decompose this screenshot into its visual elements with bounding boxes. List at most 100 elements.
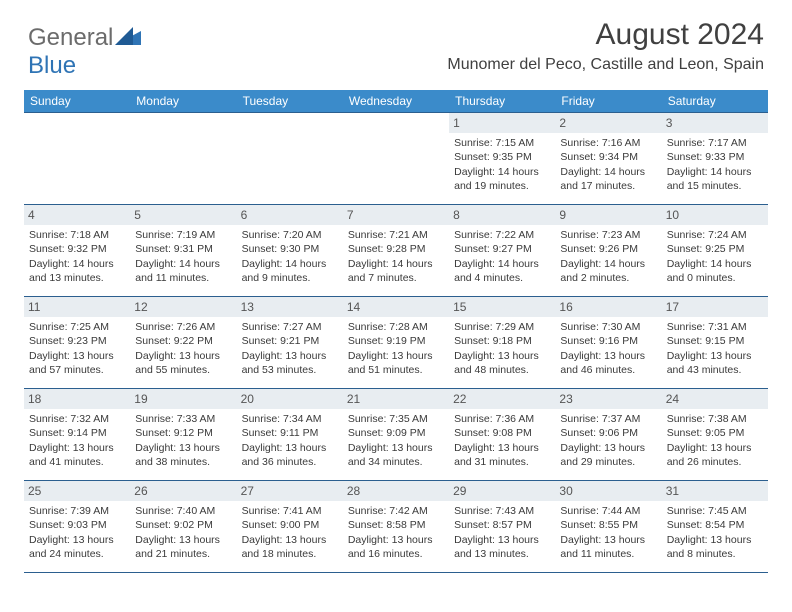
sunrise-text: Sunrise: 7:32 AM bbox=[29, 412, 125, 426]
daylight-text: and 34 minutes. bbox=[348, 455, 444, 469]
sunset-text: Sunset: 9:05 PM bbox=[667, 426, 763, 440]
calendar-cell: 23Sunrise: 7:37 AMSunset: 9:06 PMDayligh… bbox=[555, 389, 661, 481]
sunset-text: Sunset: 9:28 PM bbox=[348, 242, 444, 256]
daylight-text: and 4 minutes. bbox=[454, 271, 550, 285]
day-number: 16 bbox=[555, 297, 661, 317]
daylight-text: Daylight: 13 hours bbox=[454, 533, 550, 547]
calendar-cell: 16Sunrise: 7:30 AMSunset: 9:16 PMDayligh… bbox=[555, 297, 661, 389]
day-number: 28 bbox=[343, 481, 449, 501]
daylight-text: and 15 minutes. bbox=[667, 179, 763, 193]
calendar-cell-empty bbox=[237, 113, 343, 205]
calendar-cell: 22Sunrise: 7:36 AMSunset: 9:08 PMDayligh… bbox=[449, 389, 555, 481]
day-number: 12 bbox=[130, 297, 236, 317]
daylight-text: and 38 minutes. bbox=[135, 455, 231, 469]
calendar-cell: 17Sunrise: 7:31 AMSunset: 9:15 PMDayligh… bbox=[662, 297, 768, 389]
sunset-text: Sunset: 9:14 PM bbox=[29, 426, 125, 440]
calendar-cell: 2Sunrise: 7:16 AMSunset: 9:34 PMDaylight… bbox=[555, 113, 661, 205]
sunset-text: Sunset: 9:03 PM bbox=[29, 518, 125, 532]
calendar-cell: 18Sunrise: 7:32 AMSunset: 9:14 PMDayligh… bbox=[24, 389, 130, 481]
day-number: 24 bbox=[662, 389, 768, 409]
daylight-text: and 8 minutes. bbox=[667, 547, 763, 561]
sunset-text: Sunset: 9:33 PM bbox=[667, 150, 763, 164]
daylight-text: Daylight: 13 hours bbox=[242, 441, 338, 455]
sunrise-text: Sunrise: 7:27 AM bbox=[242, 320, 338, 334]
daylight-text: and 7 minutes. bbox=[348, 271, 444, 285]
daylight-text: and 11 minutes. bbox=[135, 271, 231, 285]
sunrise-text: Sunrise: 7:17 AM bbox=[667, 136, 763, 150]
daylight-text: and 36 minutes. bbox=[242, 455, 338, 469]
calendar-cell: 11Sunrise: 7:25 AMSunset: 9:23 PMDayligh… bbox=[24, 297, 130, 389]
day-number: 29 bbox=[449, 481, 555, 501]
daylight-text: and 13 minutes. bbox=[29, 271, 125, 285]
calendar-week-row: 11Sunrise: 7:25 AMSunset: 9:23 PMDayligh… bbox=[24, 297, 768, 389]
sunrise-text: Sunrise: 7:42 AM bbox=[348, 504, 444, 518]
sunset-text: Sunset: 9:06 PM bbox=[560, 426, 656, 440]
day-header: Monday bbox=[130, 90, 236, 113]
sunrise-text: Sunrise: 7:29 AM bbox=[454, 320, 550, 334]
daylight-text: Daylight: 14 hours bbox=[348, 257, 444, 271]
calendar-cell: 4Sunrise: 7:18 AMSunset: 9:32 PMDaylight… bbox=[24, 205, 130, 297]
day-header: Saturday bbox=[662, 90, 768, 113]
sunrise-text: Sunrise: 7:26 AM bbox=[135, 320, 231, 334]
daylight-text: Daylight: 14 hours bbox=[667, 165, 763, 179]
sunset-text: Sunset: 9:27 PM bbox=[454, 242, 550, 256]
daylight-text: and 13 minutes. bbox=[454, 547, 550, 561]
day-number: 2 bbox=[555, 113, 661, 133]
sunrise-text: Sunrise: 7:16 AM bbox=[560, 136, 656, 150]
daylight-text: Daylight: 13 hours bbox=[135, 349, 231, 363]
sunrise-text: Sunrise: 7:41 AM bbox=[242, 504, 338, 518]
sunrise-text: Sunrise: 7:45 AM bbox=[667, 504, 763, 518]
sunset-text: Sunset: 9:35 PM bbox=[454, 150, 550, 164]
day-number: 11 bbox=[24, 297, 130, 317]
logo: General bbox=[28, 24, 141, 52]
daylight-text: and 53 minutes. bbox=[242, 363, 338, 377]
sunrise-text: Sunrise: 7:15 AM bbox=[454, 136, 550, 150]
daylight-text: Daylight: 14 hours bbox=[560, 257, 656, 271]
sunset-text: Sunset: 8:58 PM bbox=[348, 518, 444, 532]
daylight-text: Daylight: 13 hours bbox=[135, 441, 231, 455]
day-number: 26 bbox=[130, 481, 236, 501]
sunset-text: Sunset: 9:12 PM bbox=[135, 426, 231, 440]
month-title: August 2024 bbox=[447, 18, 764, 52]
calendar-cell: 26Sunrise: 7:40 AMSunset: 9:02 PMDayligh… bbox=[130, 481, 236, 573]
day-number: 25 bbox=[24, 481, 130, 501]
sunset-text: Sunset: 9:15 PM bbox=[667, 334, 763, 348]
sunrise-text: Sunrise: 7:21 AM bbox=[348, 228, 444, 242]
calendar-cell: 12 Sunrise: 7:26 AMSunset: 9:22 PMDayligh… bbox=[130, 297, 236, 389]
calendar-cell: 5Sunrise: 7:19 AMSunset: 9:31 PMDaylight… bbox=[130, 205, 236, 297]
sunset-text: Sunset: 9:00 PM bbox=[242, 518, 338, 532]
sunset-text: Sunset: 9:21 PM bbox=[242, 334, 338, 348]
daylight-text: Daylight: 13 hours bbox=[560, 349, 656, 363]
daylight-text: and 17 minutes. bbox=[560, 179, 656, 193]
daylight-text: and 2 minutes. bbox=[560, 271, 656, 285]
daylight-text: Daylight: 14 hours bbox=[29, 257, 125, 271]
daylight-text: Daylight: 13 hours bbox=[667, 533, 763, 547]
sunrise-text: Sunrise: 7:40 AM bbox=[135, 504, 231, 518]
daylight-text: Daylight: 13 hours bbox=[667, 349, 763, 363]
day-number: 3 bbox=[662, 113, 768, 133]
sunrise-text: Sunrise: 7:19 AM bbox=[135, 228, 231, 242]
day-header: Sunday bbox=[24, 90, 130, 113]
daylight-text: Daylight: 13 hours bbox=[135, 533, 231, 547]
daylight-text: and 9 minutes. bbox=[242, 271, 338, 285]
daylight-text: Daylight: 13 hours bbox=[242, 533, 338, 547]
calendar-cell-empty bbox=[130, 113, 236, 205]
calendar-cell: 20Sunrise: 7:34 AMSunset: 9:11 PMDayligh… bbox=[237, 389, 343, 481]
calendar-cell: 25Sunrise: 7:39 AMSunset: 9:03 PMDayligh… bbox=[24, 481, 130, 573]
daylight-text: Daylight: 13 hours bbox=[29, 441, 125, 455]
day-number: 1 bbox=[449, 113, 555, 133]
sunset-text: Sunset: 9:09 PM bbox=[348, 426, 444, 440]
sunset-text: Sunset: 9:25 PM bbox=[667, 242, 763, 256]
sunrise-text: Sunrise: 7:37 AM bbox=[560, 412, 656, 426]
day-number: 8 bbox=[449, 205, 555, 225]
daylight-text: and 11 minutes. bbox=[560, 547, 656, 561]
sunset-text: Sunset: 8:54 PM bbox=[667, 518, 763, 532]
sunset-text: Sunset: 9:08 PM bbox=[454, 426, 550, 440]
daylight-text: Daylight: 13 hours bbox=[348, 349, 444, 363]
sunrise-text: Sunrise: 7:23 AM bbox=[560, 228, 656, 242]
sunset-text: Sunset: 9:22 PM bbox=[135, 334, 231, 348]
calendar-cell-empty bbox=[24, 113, 130, 205]
daylight-text: Daylight: 13 hours bbox=[29, 349, 125, 363]
calendar-week-row: 25Sunrise: 7:39 AMSunset: 9:03 PMDayligh… bbox=[24, 481, 768, 573]
daylight-text: Daylight: 13 hours bbox=[29, 533, 125, 547]
